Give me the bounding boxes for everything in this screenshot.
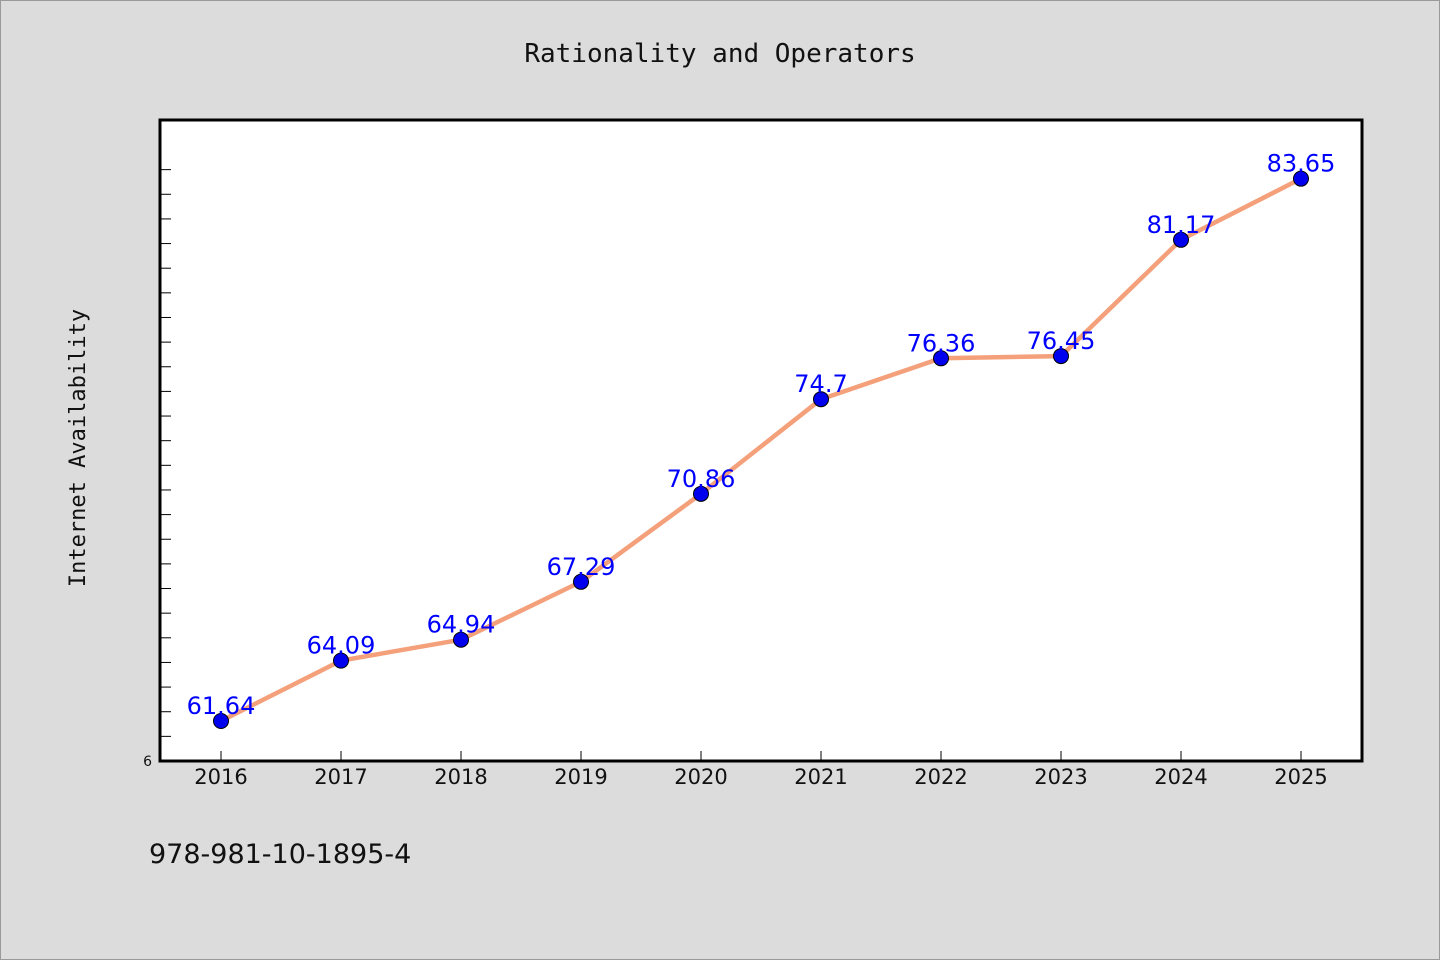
x-tick-label: 2021 bbox=[794, 765, 847, 789]
y-axis-ticks bbox=[160, 169, 171, 762]
data-point bbox=[933, 350, 949, 367]
data-point bbox=[453, 631, 469, 648]
data-point bbox=[1053, 348, 1069, 365]
x-tick-label: 2025 bbox=[1274, 765, 1327, 789]
x-tick-label: 2020 bbox=[674, 765, 727, 789]
data-point bbox=[573, 573, 589, 590]
x-tick-label: 2018 bbox=[434, 765, 487, 789]
x-tick-label: 2016 bbox=[194, 765, 247, 789]
data-label: 64.94 bbox=[427, 611, 496, 639]
data-label: 81.17 bbox=[1147, 211, 1216, 239]
data-label: 67.29 bbox=[547, 553, 616, 581]
series-line bbox=[219, 176, 1303, 724]
chart-title: Rationality and Operators bbox=[524, 39, 915, 69]
series-group: 61.64 64.09 64.94 67.29 70.86 74.7 76.36 76.45 8… bbox=[187, 150, 1336, 729]
data-label: 76.45 bbox=[1027, 327, 1096, 355]
y-tick-label: 6 bbox=[143, 754, 152, 770]
plot-area bbox=[158, 118, 1364, 763]
data-label: 83.65 bbox=[1267, 150, 1336, 178]
data-point bbox=[333, 652, 349, 669]
data-point bbox=[1173, 231, 1189, 248]
y-axis-label: Internet Availability bbox=[66, 309, 91, 587]
x-tick-label: 2017 bbox=[314, 765, 367, 789]
data-label: 76.36 bbox=[907, 329, 976, 357]
x-tick-label: 2019 bbox=[554, 765, 607, 789]
data-label: 70.86 bbox=[667, 465, 736, 493]
x-tick-label: 2023 bbox=[1034, 765, 1087, 789]
isbn-footer: 978-981-10-1895-4 bbox=[149, 839, 411, 870]
data-label: 61.64 bbox=[187, 692, 256, 720]
x-axis-ticks: 2016 2017 2018 2019 2020 2021 2022 2023 2024 2025 bbox=[194, 751, 1328, 789]
x-tick-label: 2024 bbox=[1154, 765, 1207, 789]
data-point bbox=[693, 485, 709, 502]
data-point bbox=[213, 713, 229, 729]
data-point bbox=[813, 391, 829, 408]
data-point bbox=[1293, 170, 1309, 187]
x-tick-label: 2022 bbox=[914, 765, 967, 789]
data-label: 74.7 bbox=[794, 370, 847, 398]
data-label: 64.09 bbox=[307, 632, 376, 660]
